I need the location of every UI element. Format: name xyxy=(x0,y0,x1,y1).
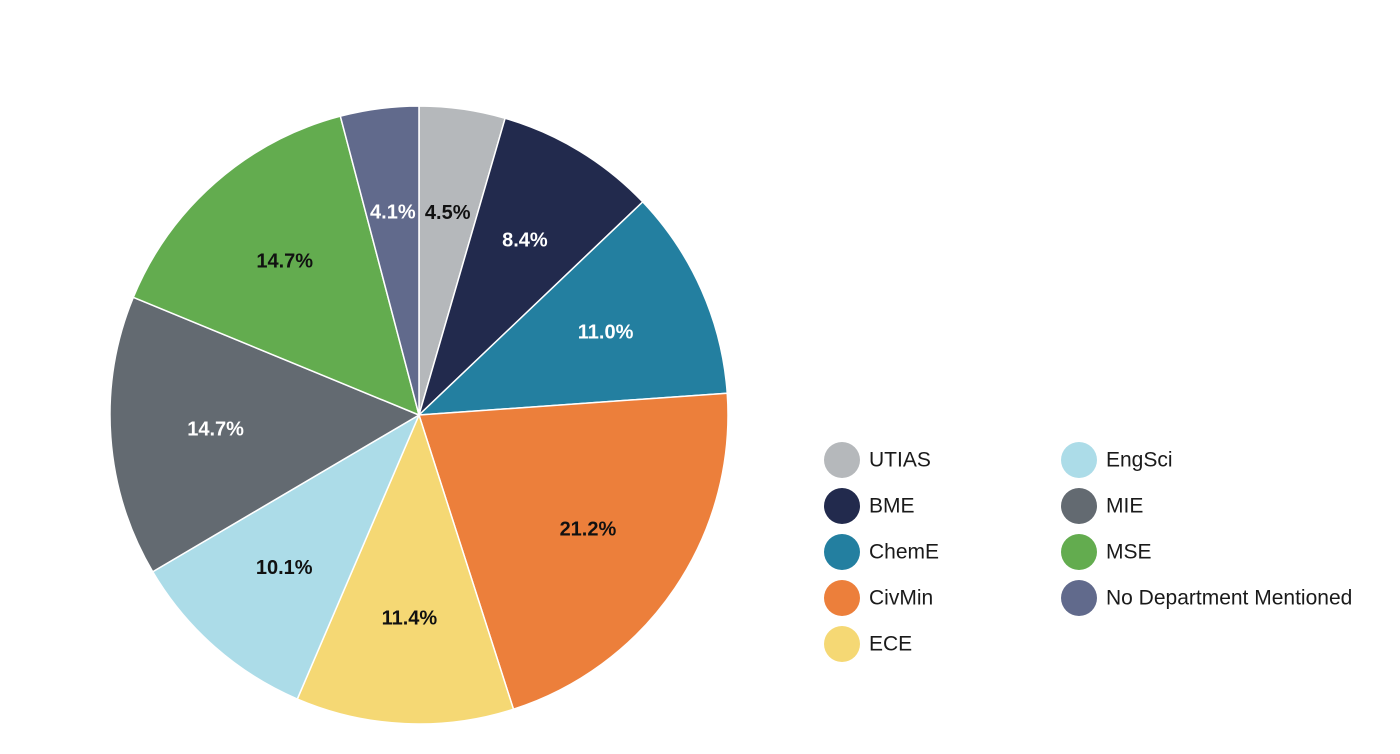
slice-label-no-department-mentioned: 4.1% xyxy=(370,202,416,224)
pie-slice-civmin xyxy=(418,392,729,710)
slice-label-utias: 4.5% xyxy=(425,202,471,224)
slice-label-cheme: 11.0% xyxy=(578,322,634,344)
pie-slices xyxy=(109,105,729,725)
legend-swatch-mse xyxy=(1061,534,1097,570)
pie-slice-bme xyxy=(418,117,644,416)
legend-label-no-department-mentioned: No Department Mentioned xyxy=(1106,587,1352,610)
slice-labels: 4.5% 8.4% 11.0% 21.2% 11.4% 10.1% 14.7% 14.7% 4.… xyxy=(187,202,633,630)
slice-label-mse: 14.7% xyxy=(256,251,313,273)
legend-item-mie: MIE xyxy=(1061,488,1143,524)
legend-swatch-engsci xyxy=(1061,442,1097,478)
legend-label-utias: UTIAS xyxy=(869,449,931,472)
legend: UTIAS BME ChemE CivMin ECE EngSci MIE MSE No Dep… xyxy=(824,442,1352,662)
legend-item-bme: BME xyxy=(824,488,915,524)
pie-slice-ece xyxy=(296,414,515,725)
legend-item-engsci: EngSci xyxy=(1061,442,1173,478)
legend-label-engsci: EngSci xyxy=(1106,449,1173,472)
slice-label-bme: 8.4% xyxy=(502,230,548,252)
legend-item-cheme: ChemE xyxy=(824,534,939,570)
pie-slice-engsci xyxy=(151,414,420,700)
legend-item-civmin: CivMin xyxy=(824,580,933,616)
legend-swatch-no-department-mentioned xyxy=(1061,580,1097,616)
legend-swatch-cheme xyxy=(824,534,860,570)
legend-label-mie: MIE xyxy=(1106,495,1143,518)
slice-label-civmin: 21.2% xyxy=(560,518,617,540)
pie-slice-cheme xyxy=(418,201,728,416)
legend-swatch-civmin xyxy=(824,580,860,616)
pie-slice-mie xyxy=(109,296,420,573)
legend-label-mse: MSE xyxy=(1106,541,1152,564)
slice-label-ece: 11.4% xyxy=(382,608,438,630)
legend-item-no-department-mentioned: No Department Mentioned xyxy=(1061,580,1352,616)
legend-swatch-utias xyxy=(824,442,860,478)
legend-item-ece: ECE xyxy=(824,626,912,662)
legend-label-civmin: CivMin xyxy=(869,587,933,610)
pie-slice-mse xyxy=(132,115,420,416)
legend-item-mse: MSE xyxy=(1061,534,1152,570)
pie-slice-no-department-mentioned xyxy=(339,105,420,416)
slice-label-engsci: 10.1% xyxy=(256,557,313,579)
legend-label-ece: ECE xyxy=(869,633,912,656)
legend-swatch-ece xyxy=(824,626,860,662)
legend-swatch-bme xyxy=(824,488,860,524)
legend-label-bme: BME xyxy=(869,495,915,518)
legend-item-utias: UTIAS xyxy=(824,442,931,478)
legend-swatch-mie xyxy=(1061,488,1097,524)
legend-label-cheme: ChemE xyxy=(869,541,939,564)
slice-label-mie: 14.7% xyxy=(187,418,244,440)
